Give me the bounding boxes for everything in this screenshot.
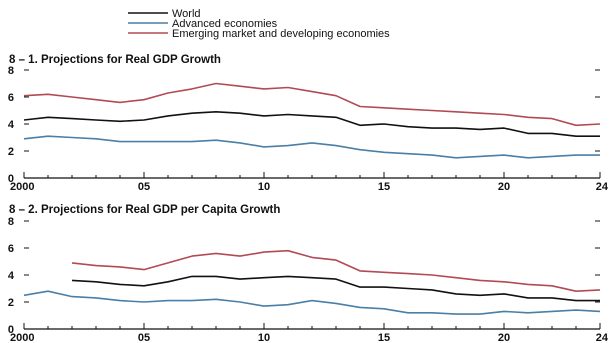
panel-real-gdp-growth: 8 – 1. Projections for Real GDP Growth 0… — [8, 54, 609, 193]
y-tick-label: 6 — [8, 243, 14, 255]
panel-title-real-gdp-per-capita-growth: 8 – 2. Projections for Real GDP per Capi… — [9, 204, 280, 216]
x-tick-label: 20 — [498, 332, 510, 343]
series-line-emerging-market-and-developing-economies — [24, 84, 600, 126]
x-tick-label: 2000 — [10, 181, 34, 193]
panel-title-real-gdp-growth: 8 – 1. Projections for Real GDP Growth — [9, 54, 221, 66]
y-tick-label: 4 — [8, 270, 15, 282]
x-tick-label: 15 — [378, 181, 390, 193]
x-tick-label: 15 — [378, 332, 390, 343]
x-tick-label: 2000 — [10, 332, 34, 343]
legend-label-emerging: Emerging market and developing economies — [172, 28, 390, 40]
x-tick-label: 24 — [596, 332, 609, 343]
x-tick-label: 10 — [258, 332, 270, 343]
y-tick-label: 8 — [8, 216, 14, 228]
y-tick-label: 8 — [8, 65, 14, 77]
x-tick-label: 10 — [258, 181, 270, 193]
y-tick-label: 4 — [8, 119, 15, 131]
y-tick-label: 2 — [8, 146, 14, 158]
series-line-advanced-economies — [24, 136, 600, 158]
series-line-world — [72, 276, 600, 300]
x-tick-label: 05 — [138, 332, 150, 343]
legend-item-emerging: Emerging market and developing economies — [128, 28, 390, 40]
y-tick-label: 2 — [8, 297, 14, 309]
legend: World Advanced economies Emerging market… — [128, 8, 390, 40]
x-tick-label: 20 — [498, 181, 510, 193]
x-tick-label: 24 — [596, 181, 609, 193]
x-tick-label: 05 — [138, 181, 150, 193]
series-line-advanced-economies — [24, 291, 600, 314]
y-tick-label: 6 — [8, 92, 14, 104]
panel-real-gdp-per-capita-growth: 8 – 2. Projections for Real GDP per Capi… — [8, 204, 609, 343]
